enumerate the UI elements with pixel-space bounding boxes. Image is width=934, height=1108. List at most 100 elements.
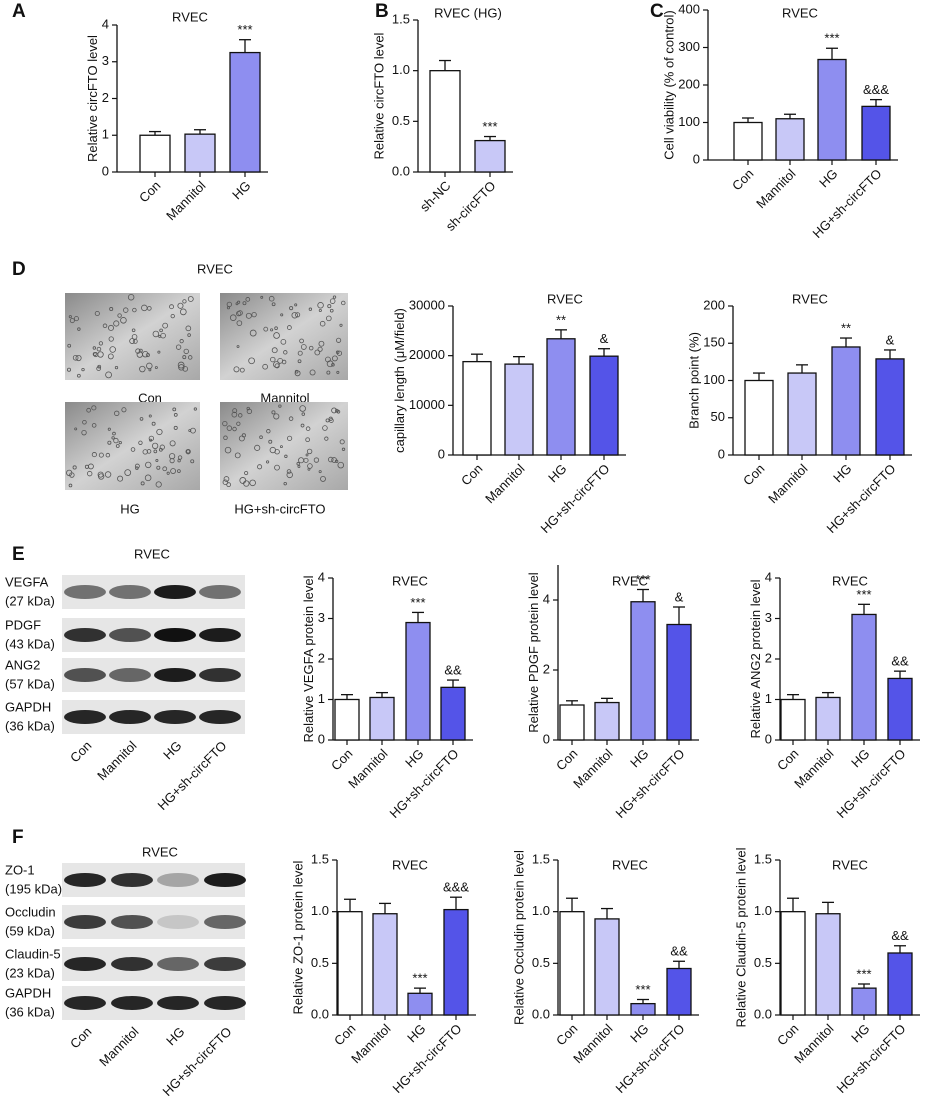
band — [64, 873, 106, 887]
cell — [300, 423, 305, 428]
cell — [187, 296, 194, 302]
y-tick-label: 0.5 — [754, 955, 772, 970]
lane-label: HG — [163, 1024, 187, 1048]
cell — [234, 452, 241, 459]
cell — [226, 301, 232, 308]
cell — [173, 425, 178, 430]
micrograph — [220, 293, 348, 380]
chart-title: RVEC — [832, 857, 868, 872]
protein-size: (57 kDa) — [5, 676, 55, 691]
micrograph-label: Mannitol — [260, 390, 309, 405]
band — [199, 710, 241, 724]
cell — [132, 307, 137, 313]
cell — [259, 435, 263, 440]
x-tick-label: Mannitol — [163, 178, 208, 223]
band — [204, 957, 246, 971]
cell — [97, 364, 102, 369]
bar — [504, 363, 534, 456]
cell — [69, 318, 75, 324]
cell — [236, 310, 242, 317]
significance-label: && — [891, 654, 909, 669]
cell — [139, 417, 144, 421]
panel-label: A — [12, 1, 26, 22]
bar — [875, 358, 905, 456]
cell — [284, 454, 288, 458]
cell — [114, 366, 119, 370]
band — [64, 710, 106, 724]
significance-label: ** — [556, 312, 566, 327]
y-tick-label: 1.5 — [392, 11, 410, 26]
cell — [69, 472, 75, 478]
y-tick-label: 0 — [718, 446, 725, 461]
cell — [246, 406, 250, 411]
cell — [334, 408, 339, 413]
lane-label: Con — [67, 1024, 94, 1051]
y-axis-label: Relative ZO-1 protein level — [291, 860, 306, 1014]
cell — [159, 444, 165, 450]
cell — [318, 340, 325, 347]
cell — [109, 307, 114, 312]
cell — [223, 435, 228, 440]
lane-label: Mannitol — [96, 1024, 141, 1069]
cell — [236, 345, 240, 348]
cell — [226, 425, 233, 431]
x-tick-label: Con — [774, 1021, 801, 1048]
cell — [169, 440, 176, 447]
x-tick-label: Mannitol — [348, 1021, 393, 1066]
cell — [329, 308, 334, 313]
cell — [339, 323, 343, 327]
cell — [249, 329, 257, 337]
cell — [117, 475, 124, 482]
cell — [156, 428, 163, 436]
band — [64, 915, 106, 929]
cell — [273, 332, 280, 339]
cell — [229, 314, 237, 321]
panel-label: C — [650, 1, 664, 22]
bar — [851, 987, 877, 1016]
cell — [177, 361, 185, 369]
cell — [151, 442, 159, 450]
cell — [223, 476, 230, 482]
bar — [334, 698, 360, 741]
y-tick-label: 0.5 — [311, 955, 329, 970]
bar — [337, 911, 363, 1016]
cell — [331, 355, 338, 362]
cell — [239, 367, 245, 373]
cell — [318, 470, 322, 474]
protein-size: (36 kDa) — [5, 718, 55, 733]
band — [154, 585, 196, 599]
bar — [372, 913, 398, 1016]
cell — [232, 408, 238, 414]
cell — [286, 325, 292, 330]
y-tick-label: 1.5 — [532, 851, 550, 866]
cell — [98, 452, 104, 458]
cell — [336, 370, 340, 374]
bar — [815, 913, 841, 1016]
cell — [183, 348, 189, 355]
bar — [407, 992, 433, 1016]
significance-label: *** — [635, 982, 650, 997]
y-tick-label: 0.0 — [311, 1006, 329, 1021]
band — [109, 628, 151, 642]
cell — [82, 419, 87, 425]
band — [157, 915, 199, 929]
significance-label: *** — [824, 31, 839, 46]
x-tick-label: Con — [740, 461, 767, 488]
cell — [297, 465, 301, 468]
cell — [298, 457, 305, 464]
cell — [251, 311, 257, 318]
cell — [262, 363, 268, 370]
y-tick-label: 1.5 — [311, 851, 329, 866]
cell — [237, 300, 241, 304]
cell — [318, 308, 322, 313]
x-tick-label: Mannitol — [791, 1021, 836, 1066]
significance-label: *** — [237, 22, 252, 37]
band — [109, 668, 151, 682]
significance-label: ** — [841, 320, 851, 335]
y-axis-label: Branch point (%) — [687, 332, 702, 429]
y-tick-label: 0 — [765, 731, 772, 746]
cell — [248, 357, 255, 365]
cell — [273, 413, 280, 420]
cell — [153, 449, 158, 454]
